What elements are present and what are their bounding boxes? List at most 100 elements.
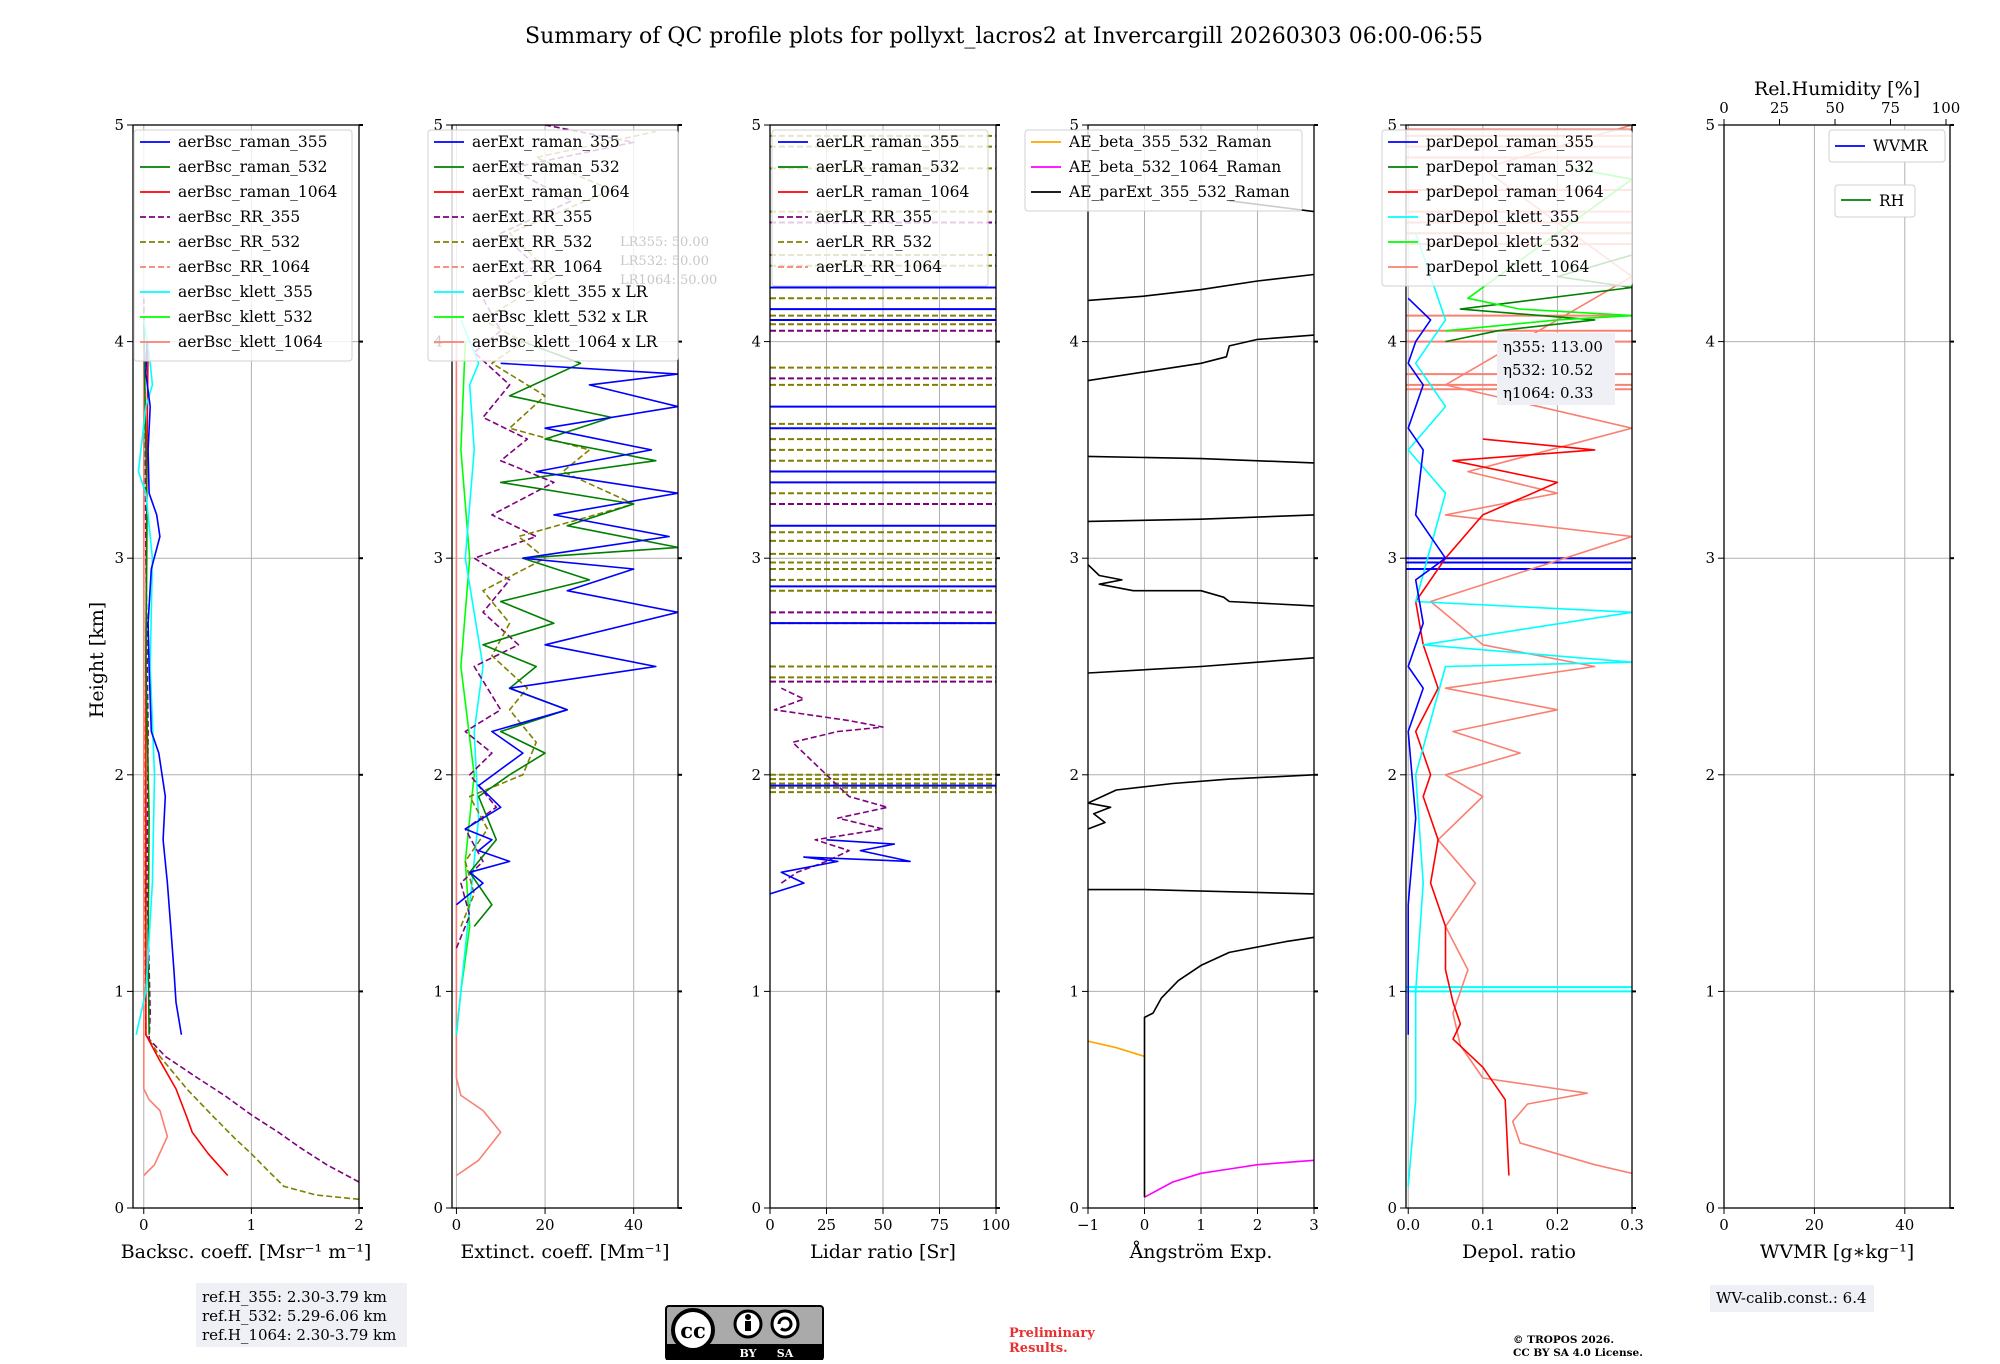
x-tick-label: 50	[873, 1216, 892, 1234]
legend-label: aerBsc_klett_1064	[178, 333, 323, 351]
legend-label: aerExt_RR_1064	[472, 258, 603, 276]
legend-label: aerBsc_klett_355 x LR	[472, 283, 649, 301]
top-x-axis-label: Rel.Humidity [%]	[1754, 78, 1920, 100]
panel-data	[135, 298, 359, 1201]
x-tick-label: 40	[624, 1216, 643, 1234]
series-parDepol_raman_1064	[1414, 438, 1596, 1176]
y-tick-label: 0	[1705, 1199, 1715, 1217]
sa-icon	[770, 1309, 800, 1339]
legend-label: aerLR_RR_532	[816, 233, 932, 251]
legend-label: aerBsc_raman_355	[178, 133, 328, 151]
legend-box	[1381, 129, 1633, 287]
legend-box	[771, 129, 989, 287]
eta-label: η355: 113.00	[1503, 338, 1603, 356]
preliminary-text: Preliminary	[1009, 1326, 1095, 1341]
series-AE_parExt_355_532_Raman	[1088, 657, 1314, 674]
series-aerLR_RR_355	[773, 687, 889, 884]
top-x-tick-label: 0	[1719, 99, 1729, 117]
legend-label: aerBsc_klett_532	[178, 308, 313, 326]
y-tick-label: 3	[1705, 549, 1715, 567]
x-axis-label: Ångström Exp.	[1129, 1241, 1273, 1263]
legend-label: AE_parExt_355_532_Raman	[1068, 183, 1290, 201]
y-tick-label: 2	[1705, 766, 1715, 784]
legend-label: aerLR_raman_1064	[816, 183, 969, 201]
x-tick-label: 100	[982, 1216, 1011, 1234]
figure-title: Summary of QC profile plots for pollyxt_…	[525, 24, 1483, 49]
x-tick-label: 0	[1719, 1216, 1729, 1234]
legend-label: aerBsc_RR_355	[178, 208, 300, 226]
results-text: Results.	[1009, 1341, 1068, 1356]
panel-6: 0 20 40 0 1 2 3 4 5 WVMR [g∗kg⁻¹] 0 25 50 75 100 Rel.Hu…	[1705, 78, 1960, 1263]
y-tick-label: 4	[1705, 333, 1715, 351]
series-aerExt_raman_355	[455, 362, 678, 906]
refh-annotation: ref.H_355: 2.30-3.79 km ref.H_532: 5.29-…	[196, 1283, 407, 1347]
y-tick-label: 0	[751, 1199, 761, 1217]
legend-box-rh	[1834, 184, 1916, 218]
series-AE_parExt_355_532_Raman	[1088, 888, 1314, 895]
legend-label: aerLR_RR_1064	[816, 258, 942, 276]
series-aerLR_raman_355	[770, 839, 911, 895]
panel-3: 0 25 50 75 100 0 1 2 3 4 5 Lidar ratio [Sr] aerLR_ra…	[751, 116, 1010, 1263]
top-x-tick-label: 75	[1881, 99, 1900, 117]
y-tick-label: 1	[751, 982, 761, 1000]
x-tick-label: −1	[1077, 1216, 1099, 1234]
legend-label: aerBsc_klett_1064 x LR	[472, 333, 659, 351]
y-tick-label: 3	[114, 549, 124, 567]
series-aerBsc_RR_532	[143, 341, 359, 1201]
y-axis-label: Height [km]	[86, 602, 108, 718]
y-tick-label: 2	[114, 766, 124, 784]
x-tick-label: 75	[930, 1216, 949, 1234]
axes-frame	[132, 124, 360, 1209]
series-aerBsc_raman_1064	[145, 341, 229, 1177]
axes-frame	[1405, 124, 1633, 1209]
legend-label: parDepol_raman_355	[1426, 133, 1594, 151]
lr-note: LR1064: 50.00	[620, 273, 717, 288]
lr-note: LR355: 50.00	[620, 235, 709, 250]
wv-calib-text: WV-calib.const.: 6.4	[1716, 1289, 1867, 1307]
x-tick-label: 2	[1253, 1216, 1263, 1234]
series-AE_parExt_355_532_Raman	[1143, 936, 1314, 1198]
x-tick-label: 0.3	[1620, 1216, 1644, 1234]
series-parDepol_klett_355	[1407, 233, 1632, 1187]
legend-label: aerBsc_RR_1064	[178, 258, 310, 276]
legend-label: AE_beta_355_532_Raman	[1068, 133, 1271, 151]
top-x-tick-label: 25	[1770, 99, 1789, 117]
svg-text:cc: cc	[680, 1318, 706, 1343]
y-tick-label: 0	[1069, 1199, 1079, 1217]
top-x-tick-label: 50	[1825, 99, 1844, 117]
refh-532: ref.H_532: 5.29-6.06 km	[202, 1307, 387, 1325]
x-tick-label: 0	[1140, 1216, 1150, 1234]
legend-label: AE_beta_532_1064_Raman	[1068, 158, 1281, 176]
legend-label: aerBsc_RR_532	[178, 233, 300, 251]
x-tick-label: 0.1	[1471, 1216, 1495, 1234]
series-aerExt_RR_355	[455, 125, 635, 949]
refh-355: ref.H_355: 2.30-3.79 km	[202, 1288, 387, 1306]
y-tick-label: 1	[1705, 982, 1715, 1000]
legend-label: aerExt_RR_532	[472, 233, 593, 251]
legend-label: parDepol_klett_1064	[1426, 258, 1589, 276]
y-tick-label: 3	[433, 549, 443, 567]
y-tick-label: 5	[1069, 116, 1079, 134]
x-axis-label: WVMR [g∗kg⁻¹]	[1760, 1241, 1914, 1263]
y-tick-label: 1	[114, 982, 124, 1000]
series-aerBsc_klett_355	[135, 319, 156, 1035]
series-aerBsc_klett_1064 x LR	[455, 341, 502, 1177]
cc-sa-label: SA	[777, 1347, 794, 1360]
x-axis-label: Backsc. coeff. [Msr⁻¹ m⁻¹]	[121, 1241, 372, 1263]
x-axis-label: Lidar ratio [Sr]	[810, 1241, 956, 1263]
y-tick-label: 0	[433, 1199, 443, 1217]
x-tick-label: 25	[817, 1216, 836, 1234]
y-tick-label: 1	[433, 982, 443, 1000]
y-tick-label: 5	[1705, 116, 1715, 134]
y-tick-label: 4	[751, 333, 761, 351]
axes-frame	[1723, 124, 1951, 1209]
legend-label: parDepol_raman_1064	[1426, 183, 1604, 201]
x-tick-label: 0	[765, 1216, 775, 1234]
refh-1064: ref.H_1064: 2.30-3.79 km	[202, 1326, 396, 1344]
series-aerBsc_klett_532 x LR	[455, 341, 475, 1035]
y-tick-label: 5	[751, 116, 761, 134]
eta-label: η532: 10.52	[1503, 361, 1593, 379]
legend-label: aerExt_raman_532	[472, 158, 620, 176]
series-aerExt_raman_532	[468, 340, 678, 927]
